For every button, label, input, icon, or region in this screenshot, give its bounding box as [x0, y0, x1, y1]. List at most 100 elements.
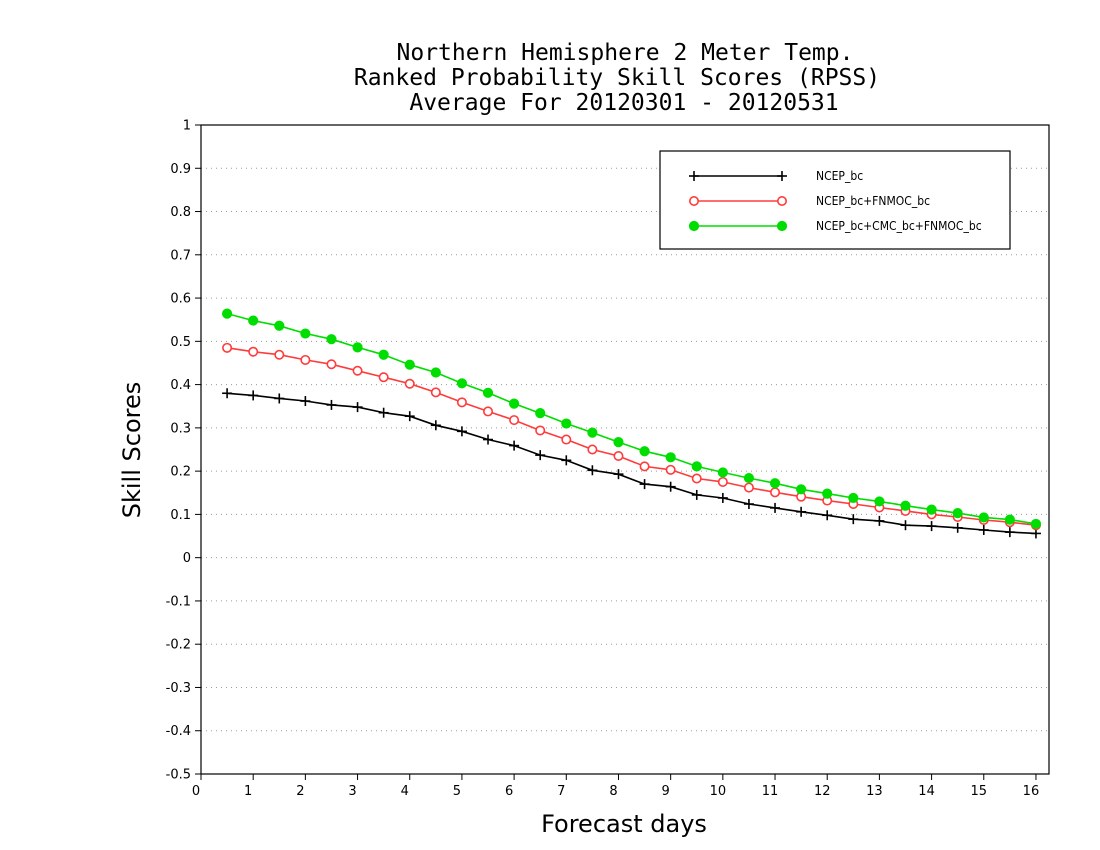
data-point [770, 487, 781, 498]
y-tick-label: 0.4 [170, 378, 191, 393]
data-point [561, 455, 572, 466]
chart-title-line-3: Average For 20120301 - 20120531 [409, 90, 838, 116]
y-tick-label: 0 [183, 551, 191, 566]
y-tick-label: 0.5 [170, 335, 191, 350]
grid-lines [201, 167, 1049, 732]
data-point [404, 359, 415, 370]
x-tick-label: 3 [348, 784, 356, 799]
y-tick-label: 0.9 [170, 162, 191, 177]
x-tick-label: 2 [296, 784, 304, 799]
legend-entry-1: NCEP_bc [689, 169, 863, 183]
x-tick-label: 0 [192, 784, 200, 799]
data-point [796, 484, 807, 495]
data-point [769, 478, 781, 489]
data-point [561, 418, 572, 429]
data-point [300, 354, 311, 365]
y-tick-label: 0.6 [170, 292, 191, 307]
chart-title: Northern Hemisphere 2 Meter Temp. Ranked… [354, 40, 880, 116]
x-axis: 0 1 2 3 4 5 6 7 8 9 10 11 12 13 14 15 16 [192, 774, 1039, 799]
legend-marker [776, 196, 787, 207]
y-tick-label: 0.1 [170, 508, 191, 523]
data-point [326, 359, 337, 370]
data-point [221, 308, 233, 319]
data-point [248, 315, 259, 326]
data-point [639, 479, 650, 490]
data-point [561, 434, 572, 445]
data-point [274, 349, 285, 360]
x-axis-title: Forecast days [541, 810, 707, 838]
data-point [743, 482, 754, 493]
y-tick-label: -0.2 [166, 638, 191, 653]
data-point [248, 390, 259, 401]
data-point [456, 397, 467, 408]
data-point [430, 387, 441, 398]
legend-entry-2: NCEP_bc+FNMOC_bc [688, 194, 930, 208]
legend-label: NCEP_bc+CMC_bc+FNMOC_bc [816, 219, 982, 233]
data-point [509, 415, 520, 426]
data-point [691, 461, 702, 472]
legend: NCEP_bc NCEP_bc+FNMOC_bc NCEP_bc+CMC_bc+FN… [659, 150, 1011, 250]
data-point [430, 420, 441, 431]
legend-marker [777, 171, 787, 181]
data-point [926, 504, 937, 515]
series-3 [221, 308, 1042, 530]
y-tick-label: -0.1 [166, 594, 191, 609]
y-tick-label: 0.7 [170, 248, 191, 263]
data-point [456, 426, 467, 437]
data-point [222, 342, 233, 353]
chart-title-line-1: Northern Hemisphere 2 Meter Temp. [397, 40, 854, 66]
series-line [226, 312, 1037, 525]
y-axis: -0.5 -0.4 -0.3 -0.2 -0.1 0 0.1 0.2 0.3 0.4 0.5 0.6 0… [166, 119, 201, 783]
legend-marker [776, 220, 788, 232]
x-tick-label: 13 [866, 784, 883, 799]
y-tick-label: -0.5 [166, 768, 191, 783]
data-point [1004, 527, 1015, 538]
data-point [326, 334, 337, 345]
data-point [848, 514, 859, 525]
plot-frame [200, 124, 1050, 775]
data-point [352, 342, 363, 353]
data-point [300, 396, 311, 407]
data-point [326, 399, 337, 410]
data-point [274, 393, 285, 404]
data-point [900, 520, 911, 531]
data-point [222, 388, 233, 399]
x-tick-label: 15 [970, 784, 987, 799]
data-point [639, 461, 650, 472]
data-point [587, 444, 598, 455]
x-tick-label: 10 [710, 784, 727, 799]
data-point [743, 472, 755, 484]
data-point [483, 406, 494, 417]
data-point [483, 434, 494, 445]
x-tick-label: 16 [1023, 784, 1040, 799]
data-point [717, 492, 728, 503]
data-point [274, 320, 285, 331]
data-point [770, 502, 781, 513]
legend-label: NCEP_bc+FNMOC_bc [816, 194, 930, 208]
legend-label: NCEP_bc [816, 169, 863, 183]
data-point [587, 427, 598, 438]
data-point [613, 450, 624, 461]
data-point [1030, 518, 1042, 530]
legend-marker [689, 171, 699, 181]
legend-marker [688, 220, 700, 232]
data-point [926, 521, 937, 532]
data-point [822, 510, 833, 521]
x-tick-label: 7 [557, 784, 565, 799]
x-tick-label: 12 [814, 784, 831, 799]
y-tick-label: 0.8 [170, 205, 191, 220]
data-point [639, 446, 650, 457]
data-point [352, 365, 363, 376]
y-tick-label: 1 [183, 119, 191, 134]
data-point [613, 437, 624, 448]
data-point [430, 367, 441, 378]
data-point [1004, 514, 1015, 525]
y-tick-label: 0.2 [170, 465, 191, 480]
data-point [378, 407, 389, 418]
data-point [535, 408, 546, 419]
y-tick-label: -0.3 [166, 681, 191, 696]
data-point [978, 512, 989, 523]
x-tick-label: 1 [244, 784, 252, 799]
